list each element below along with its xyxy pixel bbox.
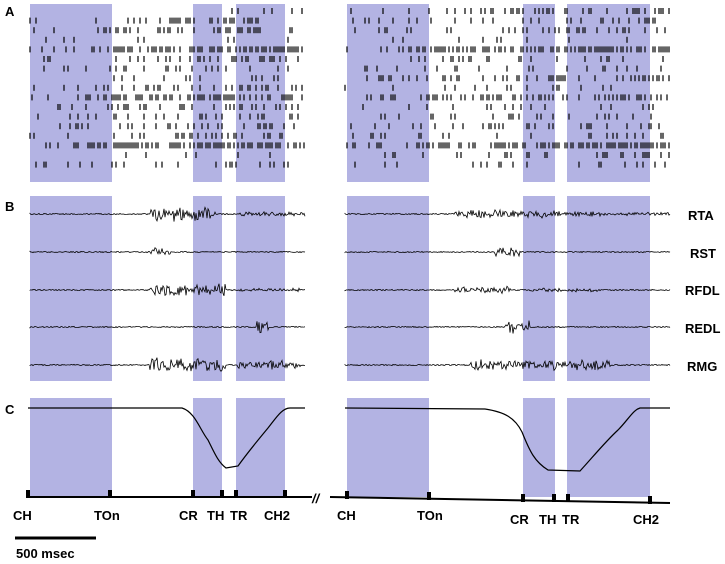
event-tick: [552, 494, 556, 502]
kinematic-panel: [28, 407, 670, 472]
event-tick: [191, 490, 195, 498]
phase-band: [567, 4, 650, 182]
event-tick: [234, 490, 238, 498]
event-tick: [220, 490, 224, 498]
event-label-ch2-right: CH2: [633, 512, 659, 527]
event-label-ton-left: TOn: [94, 508, 120, 523]
event-tick: [283, 490, 287, 498]
phase-band: [347, 196, 429, 381]
emg-trace: [344, 247, 671, 258]
phase-band: [347, 4, 429, 182]
kinematic-trace-right: [344, 407, 670, 472]
emg-trace: [29, 321, 306, 334]
event-label-tr-left: TR: [230, 508, 248, 523]
phase-band: [523, 398, 555, 497]
event-tick: [427, 492, 431, 500]
event-ticks: [26, 490, 652, 504]
kinematic-trace-left: [28, 407, 305, 469]
event-label-tr-right: TR: [562, 512, 580, 527]
emg-trace: [29, 247, 306, 256]
phase-bands: [30, 4, 650, 497]
emg-trace: [29, 357, 305, 372]
phase-band: [30, 398, 112, 497]
time-axis: //: [28, 491, 671, 506]
phase-band: [30, 196, 112, 381]
phase-band: [236, 398, 285, 497]
phase-band: [193, 4, 222, 182]
raster-panel: [29, 8, 670, 168]
event-label-th-right: TH: [539, 512, 556, 527]
phase-band: [567, 398, 650, 497]
phase-band: [567, 196, 650, 381]
phase-band: [523, 196, 555, 381]
event-label-cr-left: CR: [179, 508, 198, 523]
emg-label-rmg: RMG: [687, 359, 717, 374]
emg-trace: [344, 208, 671, 219]
axis-line-right: [329, 496, 671, 504]
event-tick: [345, 491, 349, 499]
emg-trace: [344, 285, 671, 295]
emg-trace: [344, 320, 671, 334]
panel-label-a: A: [5, 4, 15, 19]
emg-trace: [29, 283, 306, 297]
event-tick: [26, 490, 30, 498]
panel-label-c: C: [5, 402, 15, 417]
event-label-ch-right: CH: [337, 508, 356, 523]
emg-label-rfdl: RFDL: [685, 283, 720, 298]
phase-band: [236, 4, 285, 182]
phase-band: [30, 4, 112, 182]
event-tick: [521, 494, 525, 502]
emg-trace: [29, 206, 306, 223]
emg-label-rta: RTA: [688, 208, 714, 223]
emg-trace: [344, 358, 671, 372]
phase-band: [347, 398, 429, 497]
event-label-ch-left: CH: [13, 508, 32, 523]
event-label-th-left: TH: [207, 508, 224, 523]
panel-label-b: B: [5, 199, 14, 214]
emg-label-redl: REDL: [685, 321, 720, 336]
axis-break-mark: //: [311, 491, 321, 506]
event-label-ton-right: TOn: [417, 508, 443, 523]
event-tick: [108, 490, 112, 498]
phase-band: [193, 398, 222, 497]
event-label-cr-right: CR: [510, 512, 529, 527]
scale-bar-label: 500 msec: [16, 546, 75, 561]
emg-label-rst: RST: [690, 246, 716, 261]
emg-panel: [29, 206, 671, 372]
event-label-ch2-left: CH2: [264, 508, 290, 523]
event-tick: [648, 496, 652, 504]
phase-band: [236, 196, 285, 381]
event-tick: [566, 494, 570, 502]
phase-band: [523, 4, 555, 182]
